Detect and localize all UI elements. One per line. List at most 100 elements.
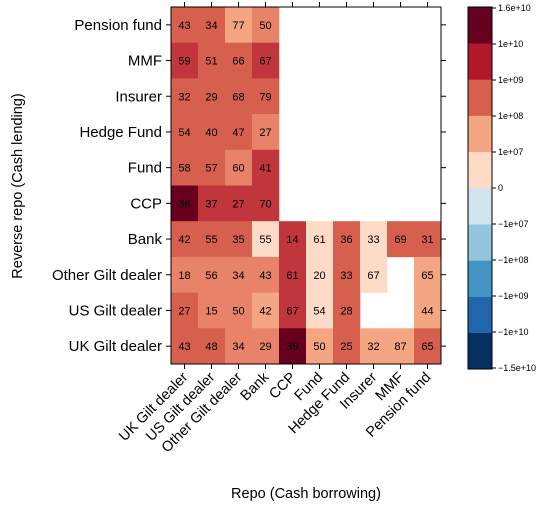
heatmap-cell-uk-gilt-dealer-pension-fund <box>414 328 442 365</box>
heatmap-cell-hedge-fund-us-gilt-dealer <box>198 114 226 151</box>
cell-value-label: 32 <box>367 341 379 353</box>
cell-value-label: 37 <box>205 198 217 210</box>
heatmap-cell-uk-gilt-dealer-ccp <box>279 328 307 365</box>
cell-value-label: 77 <box>232 20 244 32</box>
heatmap-cell-insurer-uk-gilt-dealer <box>171 78 199 115</box>
cell-value-label: 65 <box>421 270 433 282</box>
cell-value-label: 55 <box>259 234 271 246</box>
cell-value-label: 27 <box>259 127 271 139</box>
heatmap-cell-uk-gilt-dealer-other-gilt-dealer <box>225 328 253 365</box>
cell-value-label: 31 <box>421 234 433 246</box>
cell-value-label: 79 <box>259 91 271 103</box>
colorbar-segment <box>468 115 492 153</box>
heatmap-cell-pension-fund-uk-gilt-dealer <box>171 7 199 43</box>
cell-value-label: 57 <box>205 163 217 175</box>
cell-value-label: 25 <box>340 341 352 353</box>
heatmap-cell-ccp-us-gilt-dealer <box>198 185 226 222</box>
y-tick-label-mmf: MMF <box>128 53 162 70</box>
colorbar-tick-label: −1e+07 <box>498 219 529 229</box>
cell-value-label: 34 <box>232 270 244 282</box>
cell-value-label: 39 <box>286 341 298 353</box>
heatmap-cell-bank-uk-gilt-dealer <box>171 221 199 258</box>
heatmap-cell-us-gilt-dealer-bank <box>252 292 280 329</box>
cell-value-label: 67 <box>367 270 379 282</box>
heatmap-cell-uk-gilt-dealer-bank <box>252 328 280 365</box>
cell-value-label: 59 <box>178 56 190 68</box>
heatmap-cell-bank-bank <box>252 221 280 258</box>
heatmap-cell-fund-bank <box>252 149 280 186</box>
heatmap-cell-other-gilt-dealer-insurer <box>360 256 388 293</box>
heatmap-cell-mmf-uk-gilt-dealer <box>171 42 199 79</box>
cell-value-label: 20 <box>313 270 325 282</box>
axis-ticks <box>166 2 446 369</box>
heatmap-cell-us-gilt-dealer-fund <box>306 292 334 329</box>
heatmap-cell-bank-pension-fund <box>414 221 442 258</box>
cell-value-label: 54 <box>178 127 190 139</box>
colorbar-segment <box>468 188 492 225</box>
colorbar-tick-label: 1e+10 <box>498 39 523 49</box>
heatmap-cell-fund-other-gilt-dealer <box>225 149 253 186</box>
heatmap-cell-pension-fund-us-gilt-dealer <box>198 7 226 43</box>
heatmap-cell-insurer-bank <box>252 78 280 115</box>
colorbar-segment <box>468 224 492 261</box>
cell-value-label: 18 <box>178 270 190 282</box>
heatmap-cell-uk-gilt-dealer-us-gilt-dealer <box>198 328 226 365</box>
heatmap-cell-insurer-other-gilt-dealer <box>225 78 253 115</box>
heatmap-cell-bank-insurer <box>360 221 388 258</box>
colorbar-segment <box>468 79 492 116</box>
x-tick-label-bank: Bank <box>238 369 273 404</box>
cell-value-label: 51 <box>205 56 217 68</box>
heatmap-cell-ccp-other-gilt-dealer <box>225 185 253 222</box>
colorbar-tick-label: −1e+10 <box>498 327 529 337</box>
colorbar-tick-label: 1.6e+10 <box>498 3 531 13</box>
y-tick-label-bank: Bank <box>128 231 163 248</box>
cell-value-label: 33 <box>367 234 379 246</box>
cell-value-label: 27 <box>178 305 190 317</box>
y-tick-label-other-gilt-dealer: Other Gilt dealer <box>52 267 162 284</box>
heatmap-cell-insurer-us-gilt-dealer <box>198 78 226 115</box>
cell-value-label: 42 <box>178 234 190 246</box>
colorbar-tick-label: −1e+08 <box>498 255 529 265</box>
cell-value-label: 44 <box>421 305 433 317</box>
cell-value-label: 40 <box>205 127 217 139</box>
cell-value-label: 29 <box>205 91 217 103</box>
heatmap-cell-bank-us-gilt-dealer <box>198 221 226 258</box>
heatmap-cell-mmf-other-gilt-dealer <box>225 42 253 79</box>
y-tick-label-pension-fund: Pension fund <box>74 17 162 34</box>
y-tick-label-insurer: Insurer <box>115 88 162 105</box>
cell-value-label: 28 <box>340 305 352 317</box>
heatmap-cell-ccp-uk-gilt-dealer <box>171 185 199 222</box>
heatmap-cell-fund-uk-gilt-dealer <box>171 149 199 186</box>
heatmap-cell-mmf-bank <box>252 42 280 79</box>
cell-value-label: 43 <box>259 270 271 282</box>
heatmap-cell-bank-fund <box>306 221 334 258</box>
heatmap-cell-uk-gilt-dealer-fund <box>306 328 334 365</box>
cell-value-label: 60 <box>232 163 244 175</box>
heatmap-cell-hedge-fund-bank <box>252 114 280 151</box>
cell-value-label: 48 <box>205 341 217 353</box>
heatmap-cell-hedge-fund-uk-gilt-dealer <box>171 114 199 151</box>
y-tick-label-ccp: CCP <box>130 195 162 212</box>
heatmap-cells: 43 34 77 50 59 51 66 67 32 29 68 79 54 40 47 27 58 57 60 41… <box>171 7 442 365</box>
heatmap-cell-us-gilt-dealer-hedge-fund <box>333 292 361 329</box>
cell-value-label: 43 <box>178 20 190 32</box>
heatmap-cell-mmf-us-gilt-dealer <box>198 42 226 79</box>
colorbar-segment <box>468 260 492 297</box>
heatmap-cell-bank-mmf <box>387 221 415 258</box>
cell-value-label: 36 <box>178 198 190 210</box>
cell-value-label: 61 <box>286 270 298 282</box>
heatmap-cell-uk-gilt-dealer-uk-gilt-dealer <box>171 328 199 365</box>
heatmap-cell-other-gilt-dealer-bank <box>252 256 280 293</box>
cell-value-label: 66 <box>232 56 244 68</box>
x-axis-title: Repo (Cash borrowing) <box>231 486 381 502</box>
heatmap-cell-us-gilt-dealer-uk-gilt-dealer <box>171 292 199 329</box>
cell-value-label: 61 <box>313 234 325 246</box>
cell-value-label: 32 <box>178 91 190 103</box>
heatmap-cell-uk-gilt-dealer-insurer <box>360 328 388 365</box>
y-tick-labels: Pension fund MMF Insurer Hedge Fund Fund CCP B… <box>52 17 163 355</box>
heatmap-cell-other-gilt-dealer-other-gilt-dealer <box>225 256 253 293</box>
colorbar-tick-label: 1e+07 <box>498 147 523 157</box>
cell-value-label: 43 <box>178 341 190 353</box>
cell-value-label: 42 <box>259 305 271 317</box>
cell-value-label: 14 <box>286 234 298 246</box>
